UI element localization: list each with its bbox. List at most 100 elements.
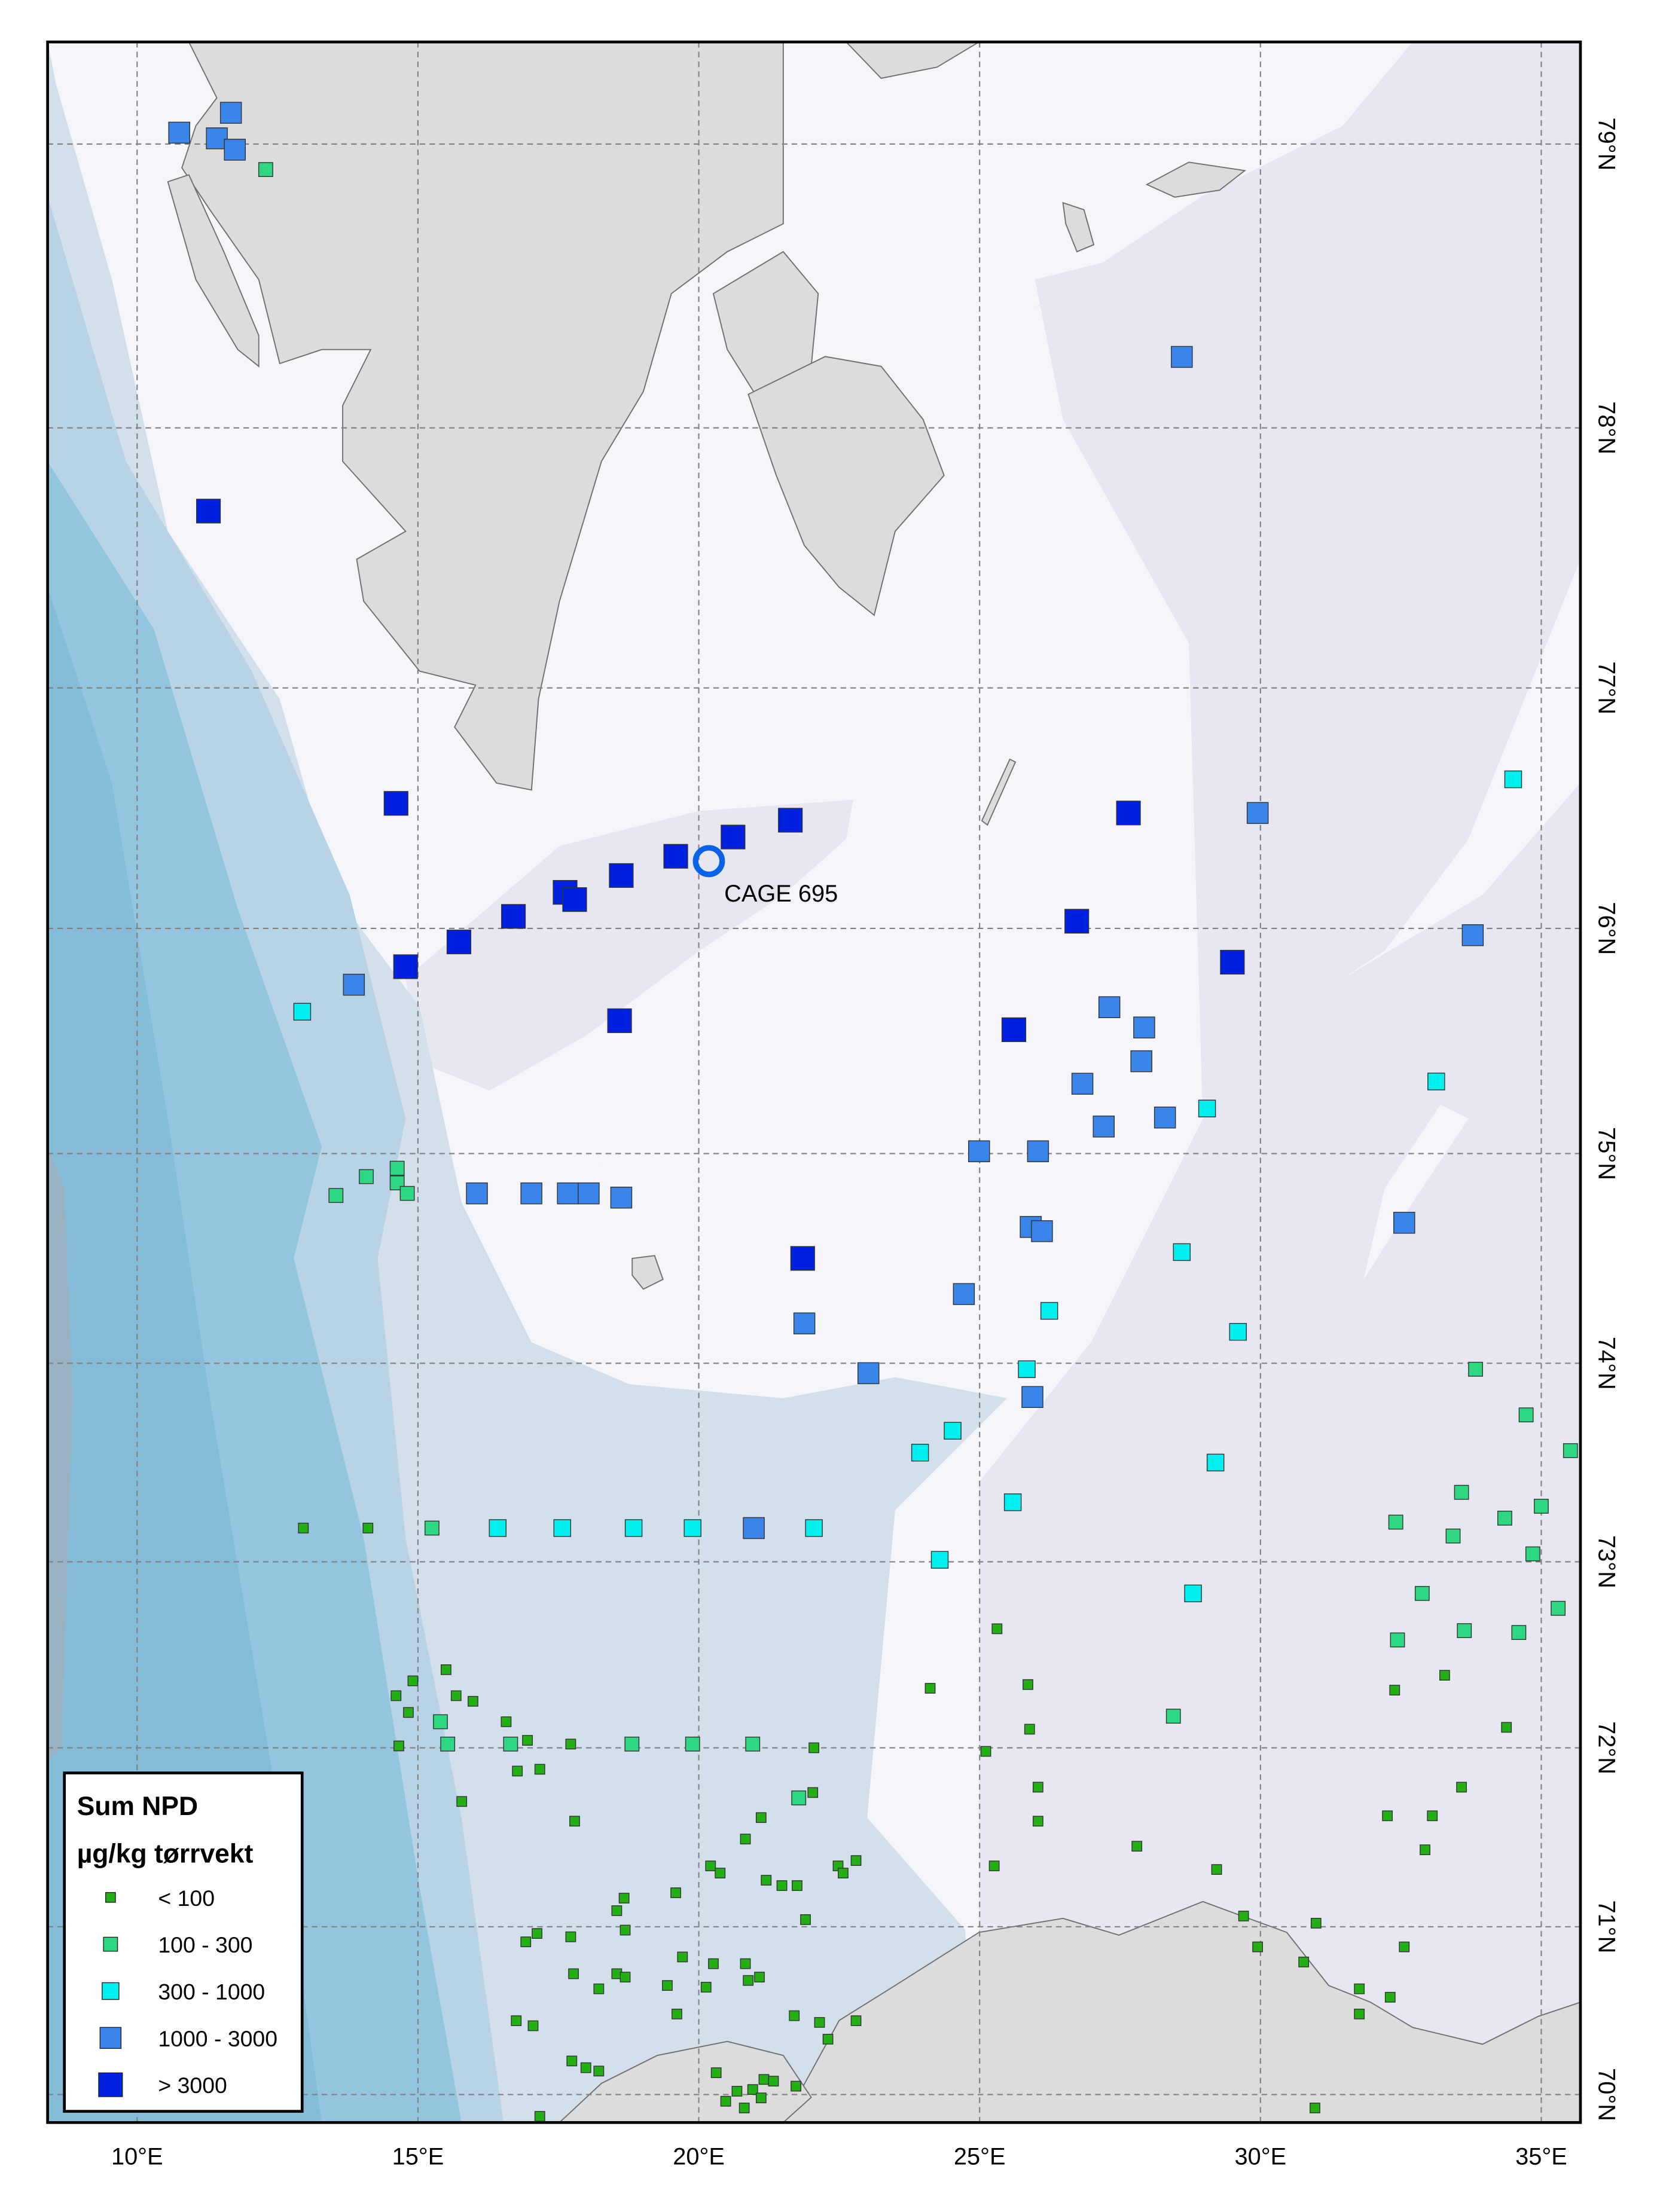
station-marker[interactable] bbox=[1173, 1243, 1191, 1261]
station-marker[interactable] bbox=[1024, 1724, 1035, 1735]
station-marker[interactable] bbox=[805, 1519, 823, 1537]
station-marker[interactable] bbox=[1504, 770, 1522, 789]
station-marker[interactable] bbox=[1093, 1116, 1115, 1138]
station-marker[interactable] bbox=[503, 1736, 518, 1752]
station-marker[interactable] bbox=[705, 1860, 716, 1871]
station-marker[interactable] bbox=[768, 2076, 779, 2086]
station-marker[interactable] bbox=[710, 2067, 722, 2078]
station-marker[interactable] bbox=[522, 1735, 533, 1746]
station-marker[interactable] bbox=[196, 499, 221, 524]
station-marker[interactable] bbox=[740, 1958, 751, 1969]
station-marker[interactable] bbox=[433, 1714, 448, 1730]
station-marker[interactable] bbox=[1389, 1685, 1400, 1695]
station-marker[interactable] bbox=[1388, 1514, 1403, 1530]
station-marker[interactable] bbox=[1131, 1841, 1143, 1852]
station-marker[interactable] bbox=[1534, 1499, 1549, 1514]
station-marker[interactable] bbox=[838, 1868, 849, 1878]
station-marker[interactable] bbox=[389, 1160, 405, 1176]
station-marker[interactable] bbox=[258, 162, 273, 178]
station-marker[interactable] bbox=[1023, 1679, 1033, 1690]
station-marker[interactable] bbox=[1551, 1600, 1566, 1616]
station-marker[interactable] bbox=[532, 1928, 542, 1939]
station-marker[interactable] bbox=[1501, 1722, 1512, 1733]
station-marker[interactable] bbox=[383, 791, 408, 816]
station-marker[interactable] bbox=[743, 1975, 754, 1986]
station-marker[interactable] bbox=[1220, 949, 1245, 975]
station-marker[interactable] bbox=[968, 1140, 990, 1162]
station-marker[interactable] bbox=[822, 2034, 834, 2045]
station-marker[interactable] bbox=[715, 1868, 726, 1878]
station-marker[interactable] bbox=[1238, 1911, 1249, 1921]
station-marker[interactable] bbox=[456, 1796, 468, 1807]
station-marker[interactable] bbox=[1116, 801, 1141, 826]
station-marker[interactable] bbox=[624, 1736, 640, 1752]
station-marker[interactable] bbox=[776, 1880, 788, 1891]
station-marker[interactable] bbox=[793, 1312, 816, 1334]
station-marker[interactable] bbox=[298, 1523, 309, 1533]
station-marker[interactable] bbox=[911, 1444, 929, 1462]
station-marker[interactable] bbox=[569, 1816, 580, 1827]
station-marker[interactable] bbox=[1456, 1782, 1467, 1793]
station-marker[interactable] bbox=[670, 1887, 681, 1898]
station-marker[interactable] bbox=[219, 102, 242, 124]
station-marker[interactable] bbox=[953, 1283, 975, 1305]
station-marker[interactable] bbox=[393, 1740, 404, 1752]
station-marker[interactable] bbox=[520, 1936, 532, 1948]
station-marker[interactable] bbox=[1018, 1360, 1036, 1379]
station-marker[interactable] bbox=[450, 1690, 462, 1701]
station-marker[interactable] bbox=[1171, 346, 1193, 368]
station-marker[interactable] bbox=[1384, 1991, 1396, 2003]
station-marker[interactable] bbox=[1390, 1632, 1405, 1648]
station-marker[interactable] bbox=[501, 904, 526, 929]
station-marker[interactable] bbox=[1165, 1709, 1181, 1724]
station-marker[interactable] bbox=[1382, 1810, 1393, 1822]
station-marker[interactable] bbox=[850, 2015, 862, 2026]
station-marker[interactable] bbox=[800, 1914, 811, 1925]
station-marker[interactable] bbox=[501, 1716, 512, 1727]
station-marker[interactable] bbox=[520, 1182, 542, 1205]
station-marker[interactable] bbox=[683, 1519, 701, 1537]
station-marker[interactable] bbox=[790, 1246, 815, 1271]
station-marker[interactable] bbox=[468, 1695, 478, 1707]
station-marker[interactable] bbox=[758, 2074, 770, 2085]
station-marker[interactable] bbox=[620, 1924, 631, 1936]
station-marker[interactable] bbox=[618, 1893, 630, 1904]
station-marker[interactable] bbox=[1511, 1625, 1527, 1640]
station-marker[interactable] bbox=[791, 1790, 807, 1805]
station-marker[interactable] bbox=[1454, 1484, 1469, 1500]
station-marker[interactable] bbox=[565, 1931, 576, 1942]
station-marker[interactable] bbox=[743, 1517, 765, 1539]
station-marker[interactable] bbox=[789, 2010, 800, 2021]
station-marker[interactable] bbox=[593, 2066, 605, 2077]
station-marker[interactable] bbox=[778, 808, 803, 833]
station-marker[interactable] bbox=[1064, 909, 1090, 934]
station-marker[interactable] bbox=[677, 1951, 688, 1963]
station-marker[interactable] bbox=[328, 1188, 344, 1203]
station-marker[interactable] bbox=[393, 954, 418, 979]
station-marker[interactable] bbox=[1040, 1301, 1058, 1320]
station-marker[interactable] bbox=[403, 1707, 414, 1718]
station-marker[interactable] bbox=[980, 1746, 991, 1757]
station-marker[interactable] bbox=[924, 1683, 936, 1694]
station-marker[interactable] bbox=[1518, 1407, 1534, 1423]
station-marker[interactable] bbox=[489, 1519, 507, 1537]
station-marker[interactable] bbox=[1298, 1956, 1310, 1967]
station-marker[interactable] bbox=[792, 1880, 802, 1891]
station-marker[interactable] bbox=[593, 1983, 605, 1994]
station-marker[interactable] bbox=[224, 139, 246, 161]
station-marker[interactable] bbox=[739, 2103, 750, 2113]
station-marker[interactable] bbox=[1399, 1941, 1410, 1953]
station-marker[interactable] bbox=[1229, 1322, 1247, 1341]
station-marker[interactable] bbox=[611, 1905, 623, 1916]
station-marker[interactable] bbox=[1031, 1220, 1053, 1242]
station-marker[interactable] bbox=[808, 1742, 819, 1753]
station-marker[interactable] bbox=[662, 1980, 673, 1991]
station-marker[interactable] bbox=[440, 1736, 456, 1752]
station-marker[interactable] bbox=[362, 1523, 374, 1533]
station-marker[interactable] bbox=[755, 1812, 767, 1823]
station-marker[interactable] bbox=[1310, 1918, 1322, 1929]
station-marker[interactable] bbox=[930, 1551, 949, 1569]
station-marker[interactable] bbox=[511, 2015, 522, 2026]
station-marker[interactable] bbox=[700, 1982, 712, 1993]
station-marker[interactable] bbox=[1021, 1386, 1043, 1409]
